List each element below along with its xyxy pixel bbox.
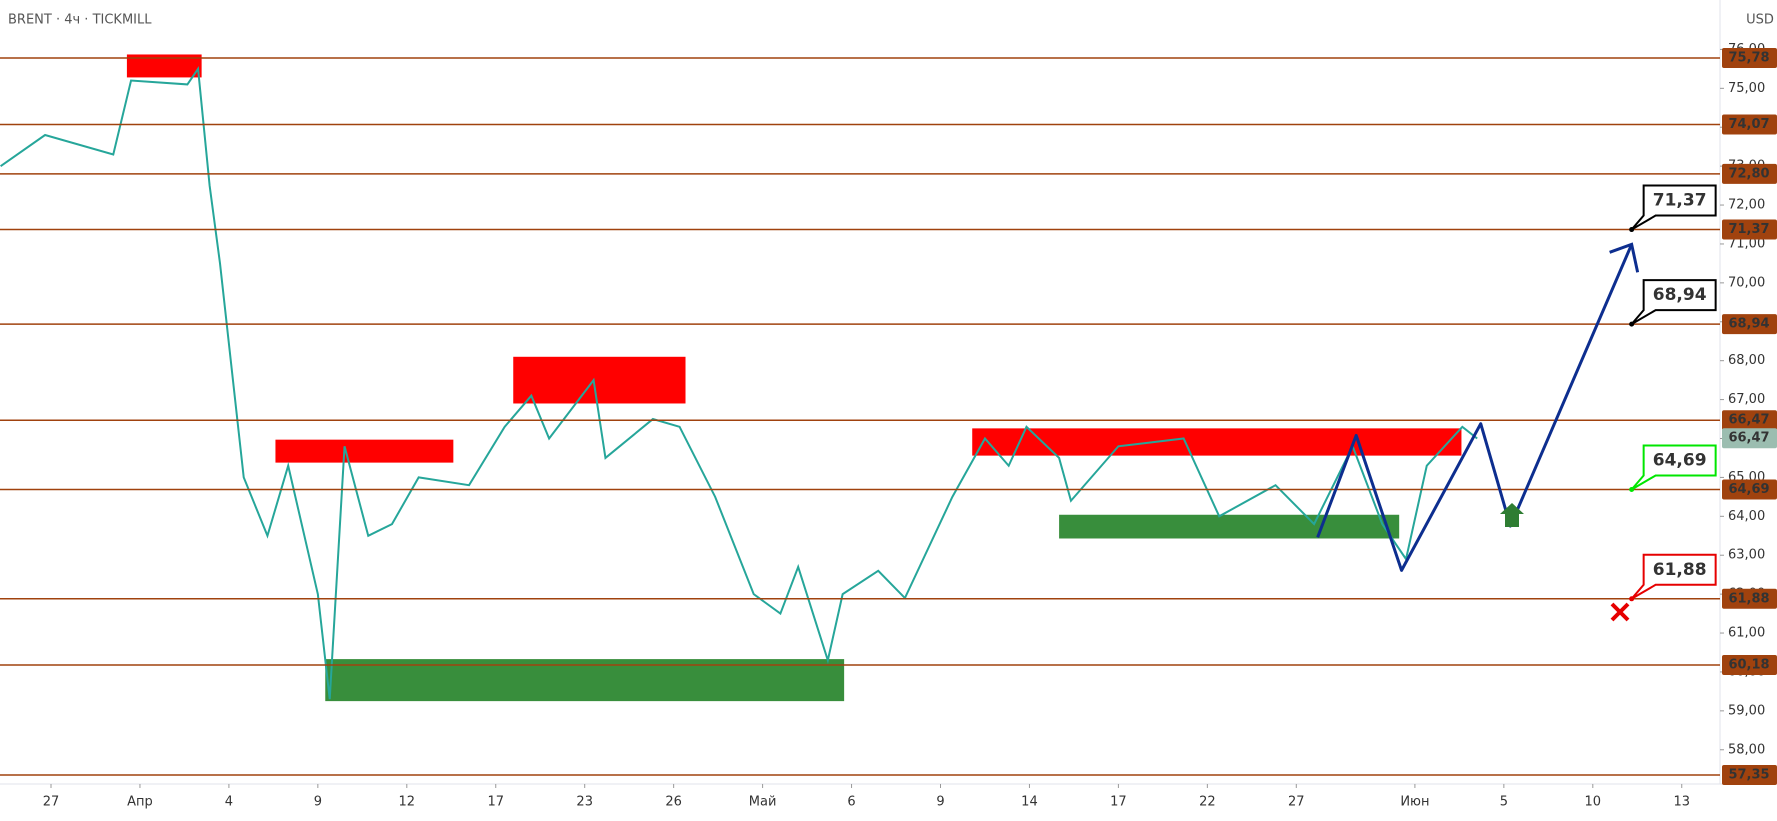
level-label-box: [1722, 654, 1777, 675]
zone: [513, 356, 686, 404]
level-label: 61,88: [1728, 591, 1769, 606]
y-tick-label: 70,00: [1728, 275, 1765, 290]
callout-box: [1630, 553, 1717, 600]
level-label-box: [1722, 163, 1777, 184]
y-tick-label: 67,00: [1728, 392, 1765, 407]
zone: [325, 659, 845, 702]
y-tick-label: 59,00: [1728, 703, 1765, 718]
x-tick-label: 10: [1585, 795, 1602, 810]
x-tick-label: 17: [487, 795, 504, 810]
y-tick-label: 71,00: [1728, 236, 1765, 251]
price-line: [0, 66, 1478, 700]
callout-box: [1630, 444, 1717, 491]
level-label: 60,18: [1728, 657, 1769, 672]
level-label: 74,07: [1728, 117, 1769, 132]
level-label: 64,69: [1728, 482, 1769, 497]
stop-cross: [1610, 602, 1630, 622]
level-label-box: [1722, 765, 1777, 786]
arrow-head: [1609, 242, 1640, 273]
level-label-box: [1722, 47, 1777, 68]
level-label: 71,37: [1728, 222, 1769, 237]
callout-label: 64,69: [1653, 450, 1707, 470]
buy-arrow: [1500, 503, 1524, 527]
y-tick-label: 72,00: [1728, 198, 1765, 213]
x-tick-label: 23: [576, 795, 593, 810]
y-tick-label: 75,00: [1728, 81, 1765, 96]
callout-label: 68,94: [1653, 285, 1707, 305]
x-tick-label: 6: [847, 795, 855, 810]
chart-title: BRENT · 4ч · TICKMILL: [8, 13, 152, 28]
y-tick-label: 58,00: [1728, 742, 1765, 757]
x-tick-label: 13: [1673, 795, 1690, 810]
x-tick-label: 9: [314, 795, 322, 810]
x-tick-label: 26: [665, 795, 682, 810]
level-label-box: [1722, 219, 1777, 240]
x-tick-label: 4: [225, 795, 233, 810]
y-tick-label: 61,00: [1728, 626, 1765, 641]
level-label-box: [1722, 479, 1777, 500]
y-tick-label: 63,00: [1728, 548, 1765, 563]
callout-label: 71,37: [1653, 191, 1707, 211]
zone: [972, 428, 1462, 456]
x-tick-label: 9: [936, 795, 944, 810]
x-tick-label: 22: [1199, 795, 1216, 810]
callout-label: 61,88: [1653, 560, 1707, 580]
level-label: 57,35: [1728, 768, 1769, 783]
x-tick-label: 27: [43, 795, 60, 810]
axis-unit: USD: [1746, 13, 1774, 28]
level-label: 75,78: [1728, 50, 1769, 65]
x-tick-label: Апр: [127, 795, 153, 810]
callout-box: [1630, 184, 1717, 231]
current-price-label: 66,47: [1728, 431, 1769, 446]
y-tick-label: 64,00: [1728, 509, 1765, 524]
level-label-box: [1722, 114, 1777, 135]
zone: [1059, 514, 1400, 539]
level-label-box: [1722, 314, 1777, 335]
level-label: 66,47: [1728, 413, 1769, 428]
y-tick-label: 68,00: [1728, 353, 1765, 368]
current-price-box: [1722, 428, 1777, 449]
level-label: 68,94: [1728, 317, 1769, 332]
x-tick-label: 12: [399, 795, 416, 810]
level-label-box: [1722, 588, 1777, 609]
x-tick-label: 5: [1500, 795, 1508, 810]
x-tick-label: 17: [1110, 795, 1127, 810]
zone: [126, 54, 202, 78]
x-tick-label: 27: [1288, 795, 1305, 810]
projection-path: [1316, 243, 1634, 572]
x-tick-label: Июн: [1400, 795, 1429, 810]
x-tick-label: Май: [749, 795, 777, 810]
level-label: 72,80: [1728, 166, 1769, 181]
x-tick-label: 14: [1021, 795, 1038, 810]
zone: [275, 439, 454, 463]
callout-box: [1630, 279, 1717, 325]
level-label-box: [1722, 410, 1777, 431]
